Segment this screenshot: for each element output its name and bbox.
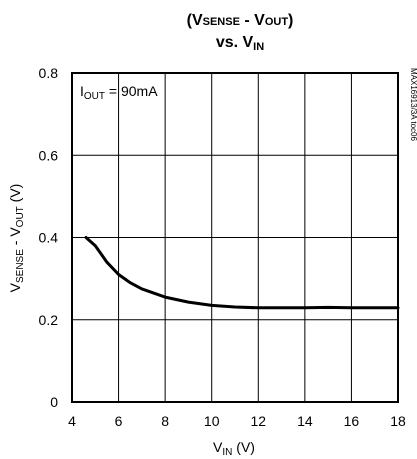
y-tick-label: 0.8 [39, 65, 59, 81]
x-tick-label: 4 [68, 413, 76, 429]
chart-title-line2: vs. VIN [216, 34, 264, 53]
y-tick-label: 0.6 [39, 147, 59, 163]
x-tick-label: 18 [390, 413, 406, 429]
y-tick-label: 0.2 [39, 312, 59, 328]
x-tick-label: 12 [250, 413, 266, 429]
grid [72, 73, 398, 402]
x-tick-label: 8 [161, 413, 169, 429]
x-tick-label: 10 [204, 413, 220, 429]
chart-title-line1: (VSENSE - VOUT) [187, 12, 294, 29]
x-axis-label: VIN (V) [213, 439, 255, 458]
y-tick-label: 0 [50, 394, 58, 410]
y-tick-label: 0.4 [39, 230, 59, 246]
y-axis-label: VSENSE - VOUT (V) [7, 184, 26, 293]
annotation-iout: IOUT = 90mA [80, 83, 158, 102]
plot-frame [71, 72, 399, 403]
x-tick-label: 14 [297, 413, 313, 429]
x-axis-ticks: 4 6 8 10 12 14 16 18 [68, 413, 406, 429]
side-note: MAX16913/3A toc06 [409, 68, 417, 141]
x-tick-label: 6 [115, 413, 123, 429]
x-tick-label: 16 [344, 413, 360, 429]
series-line [84, 236, 400, 310]
y-axis-ticks: 0 0.2 0.4 0.6 0.8 [39, 65, 59, 410]
